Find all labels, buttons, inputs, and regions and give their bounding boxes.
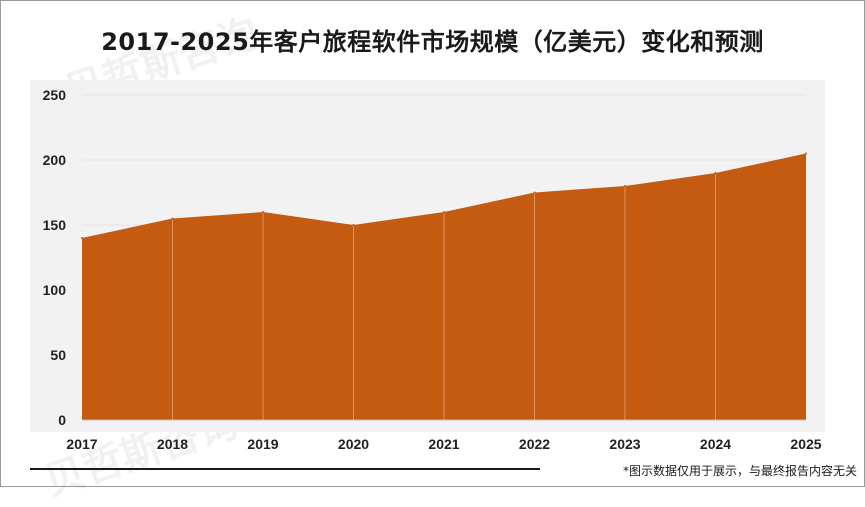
area-chart: 0 50 100 150 200 250 2017 2018 2019 2020 2021 2022… — [43, 87, 822, 452]
footnote: *图示数据仅用于展示，与最终报告内容无关 — [622, 464, 857, 478]
x-tick-label-2022: 2022 — [519, 436, 550, 452]
x-tick-label-2025: 2025 — [790, 436, 821, 452]
y-tick-label-100: 100 — [43, 282, 67, 298]
x-tick-label-2017: 2017 — [66, 436, 97, 452]
data-point-2018 — [171, 217, 174, 220]
data-point-2023 — [624, 185, 626, 187]
y-tick-label-0: 0 — [58, 412, 66, 428]
data-point-2019 — [262, 211, 264, 213]
x-tick-label-2024: 2024 — [700, 436, 731, 452]
chart-title: 2017-2025年客户旅程软件市场规模（亿美元）变化和预测 — [101, 28, 764, 56]
data-point-2024 — [714, 172, 717, 174]
y-tick-label-250: 250 — [43, 87, 67, 103]
data-point-2021 — [443, 211, 445, 213]
x-tick-label-2021: 2021 — [428, 436, 459, 452]
y-tick-label-150: 150 — [43, 217, 67, 233]
data-point-2025 — [805, 152, 807, 155]
data-point-2022 — [533, 191, 536, 194]
x-axis: 2017 2018 2019 2020 2021 2022 2023 2024 2025 — [66, 419, 822, 452]
x-tick-label-2019: 2019 — [247, 436, 278, 452]
x-tick-label-2018: 2018 — [157, 436, 188, 452]
area-series — [81, 152, 807, 420]
y-axis: 0 50 100 150 200 250 — [43, 87, 67, 428]
data-point-2017 — [81, 237, 83, 239]
x-tick-label-2023: 2023 — [609, 436, 640, 452]
y-tick-label-50: 50 — [50, 347, 66, 363]
y-tick-label-200: 200 — [43, 152, 67, 168]
x-tick-label-2020: 2020 — [338, 436, 369, 452]
footer-divider — [30, 468, 540, 470]
data-point-2020 — [352, 224, 355, 226]
